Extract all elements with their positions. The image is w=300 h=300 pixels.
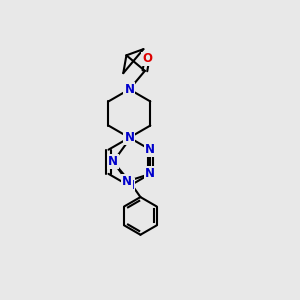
Text: N: N [124,131,134,144]
Text: N: N [122,175,132,188]
Text: N: N [124,179,134,192]
Text: N: N [145,167,155,180]
Text: N: N [108,155,118,168]
Text: N: N [124,83,134,96]
Text: O: O [142,52,152,65]
Text: N: N [145,143,155,156]
